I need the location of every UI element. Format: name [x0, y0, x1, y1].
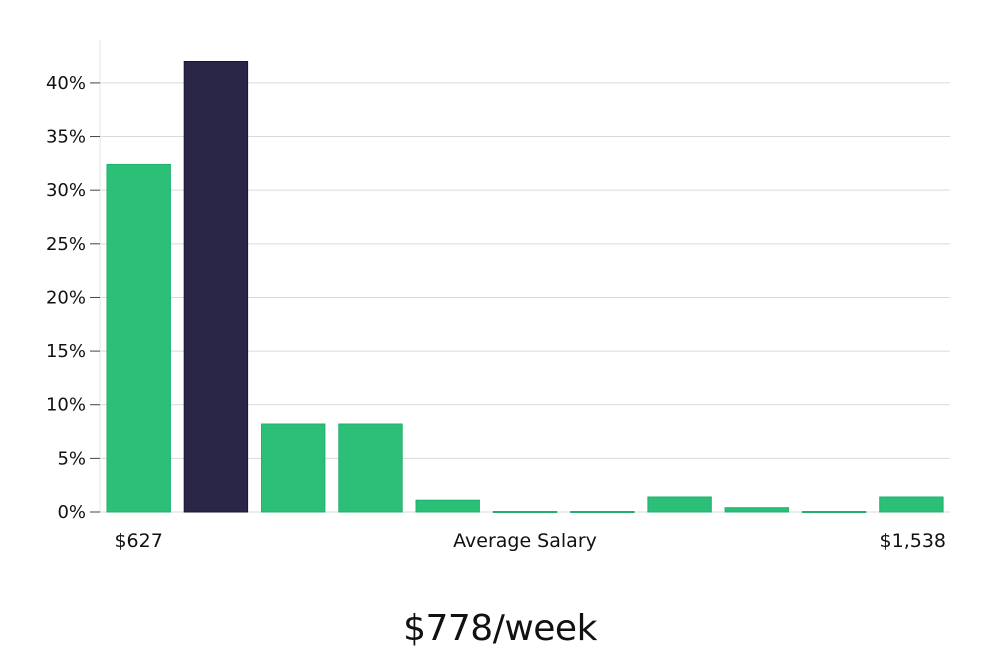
y-tick-label: 25% — [46, 234, 86, 255]
y-tick-label: 10% — [46, 395, 86, 416]
histogram-bar — [261, 423, 326, 513]
salary-histogram: 0% 5% 10% 15% 20% 25% 30% 35% 40% $627 Average S… — [46, 40, 950, 552]
y-tick-label: 0% — [57, 502, 86, 523]
y-tick-label: 35% — [46, 127, 86, 148]
y-tick-label: 20% — [46, 287, 86, 308]
x-min-label: $627 — [114, 530, 162, 552]
histogram-bar — [724, 507, 789, 513]
histogram-bar — [415, 499, 480, 513]
histogram-bar-highlighted — [183, 61, 249, 513]
y-tick-label: 5% — [57, 448, 86, 469]
y-tick-label: 15% — [46, 341, 86, 362]
histogram-bar — [492, 511, 558, 513]
histogram-bar — [879, 496, 944, 513]
histogram-bar — [338, 423, 403, 513]
average-pay-headline: $778/week — [403, 608, 597, 649]
bars — [106, 61, 944, 513]
y-tick-label: 30% — [46, 180, 86, 201]
y-tick-label: 40% — [46, 73, 86, 94]
x-axis-label: Average Salary — [453, 530, 597, 552]
histogram-bar — [570, 511, 635, 513]
histogram-bar — [106, 163, 171, 513]
x-max-label: $1,538 — [880, 530, 946, 552]
histogram-bar — [801, 511, 867, 513]
histogram-bar — [647, 496, 712, 513]
y-axis-ticks: 0% 5% 10% 15% 20% 25% 30% 35% 40% — [46, 73, 100, 523]
